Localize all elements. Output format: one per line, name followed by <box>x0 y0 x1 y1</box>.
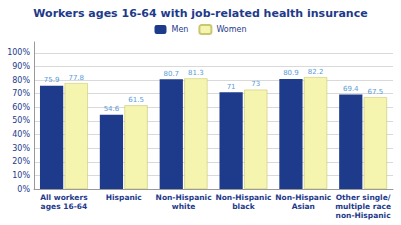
svg-text:80%: 80% <box>12 76 30 85</box>
svg-text:71: 71 <box>227 83 236 91</box>
svg-text:Hispanic: Hispanic <box>106 193 142 202</box>
svg-text:75.9: 75.9 <box>44 76 60 84</box>
svg-text:80.7: 80.7 <box>163 70 179 78</box>
svg-text:30%: 30% <box>12 144 30 153</box>
svg-text:100%: 100% <box>7 48 30 57</box>
svg-text:50%: 50% <box>12 116 30 125</box>
svg-text:40%: 40% <box>12 130 30 139</box>
svg-text:Men: Men <box>171 25 188 34</box>
svg-text:Non-Hispanic: Non-Hispanic <box>156 193 212 202</box>
svg-text:All workers: All workers <box>40 193 88 202</box>
svg-text:70%: 70% <box>12 89 30 98</box>
svg-text:67.5: 67.5 <box>368 88 384 96</box>
svg-text:73: 73 <box>251 80 260 88</box>
svg-text:69.4: 69.4 <box>343 85 359 93</box>
svg-text:10%: 10% <box>12 171 30 180</box>
svg-text:non-Hispanic: non-Hispanic <box>336 211 391 220</box>
svg-text:90%: 90% <box>12 62 30 71</box>
svg-text:Women: Women <box>216 25 246 34</box>
svg-text:black: black <box>232 202 255 211</box>
svg-text:60%: 60% <box>12 103 30 112</box>
svg-text:20%: 20% <box>12 157 30 166</box>
svg-text:Non-Hispanic: Non-Hispanic <box>275 193 331 202</box>
svg-text:80.9: 80.9 <box>283 69 299 77</box>
svg-text:0%: 0% <box>17 185 30 194</box>
svg-text:Other single/: Other single/ <box>336 193 391 202</box>
svg-text:81.3: 81.3 <box>188 69 204 77</box>
svg-text:multiple race: multiple race <box>335 202 391 211</box>
svg-text:Workers ages 16-64 with job-re: Workers ages 16-64 with job-related heal… <box>33 7 367 20</box>
svg-text:Asian: Asian <box>292 202 315 211</box>
svg-text:white: white <box>172 202 196 211</box>
svg-text:54.6: 54.6 <box>104 105 120 113</box>
svg-text:82.2: 82.2 <box>308 68 324 76</box>
svg-text:ages 16-64: ages 16-64 <box>41 202 88 211</box>
svg-text:Non-Hispanic: Non-Hispanic <box>215 193 271 202</box>
svg-text:61.5: 61.5 <box>128 96 144 104</box>
svg-text:77.8: 77.8 <box>68 74 84 82</box>
